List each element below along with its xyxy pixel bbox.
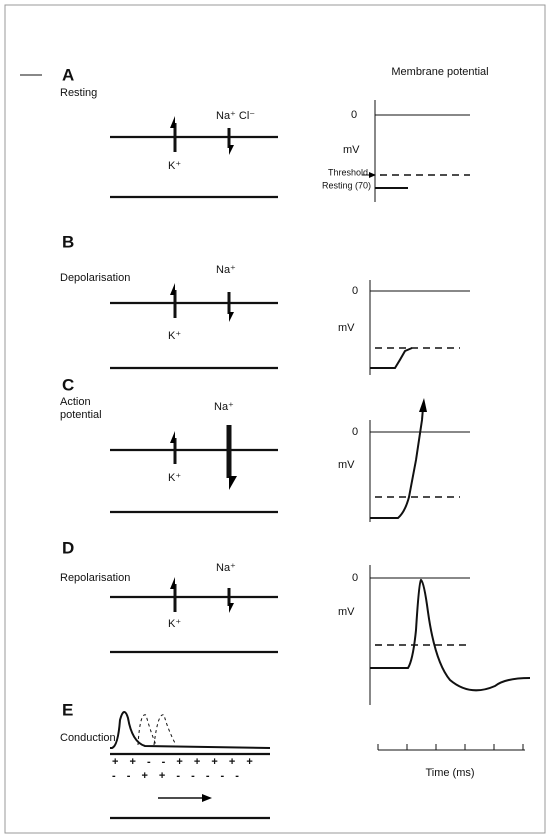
wave-next [153, 714, 177, 746]
ion-label: Na⁺ [216, 562, 236, 574]
time-label: Time (ms) [425, 767, 474, 779]
resting-label: Resting (70) [322, 180, 371, 190]
panel-label: Depolarisation [60, 272, 130, 284]
ion-label: Na⁺ [214, 401, 234, 413]
panel-letter: B [62, 232, 74, 251]
arrow-head [419, 398, 427, 412]
ion-label: Na⁺ [216, 264, 236, 276]
panel-b: B Depolarisation Na⁺ K⁺ 0 mV [60, 232, 470, 375]
ion-label: K⁺ [168, 160, 181, 172]
axis-label: mV [338, 322, 355, 334]
ion-label: K⁺ [168, 330, 181, 342]
ion-label: Na⁺ Cl⁻ [216, 110, 255, 122]
axis-label: 0 [352, 426, 358, 438]
axis-label: 0 [352, 285, 358, 297]
arrow-head [202, 794, 212, 802]
panel-label: potential [60, 409, 102, 421]
arrow-head [369, 172, 376, 178]
panel-label: Repolarisation [60, 572, 130, 584]
wave-next [137, 714, 157, 746]
axis-label: 0 [352, 572, 358, 584]
wave [110, 711, 271, 749]
panel-c: C Action potential Na⁺ K⁺ 0 mV [60, 375, 470, 522]
ion-label: K⁺ [168, 472, 181, 484]
arrow-head [229, 312, 234, 322]
trace [370, 578, 531, 692]
panel-letter: C [62, 375, 74, 394]
panel-d: D Repolarisation Na⁺ K⁺ 0 mV Time (ms) [60, 538, 531, 779]
axis-label: mV [343, 144, 360, 156]
charges: + + - - + + + + + [112, 756, 253, 768]
charges: - - + + - - - - - [112, 770, 239, 782]
graph-title: Membrane potential [391, 66, 488, 78]
axis-label: mV [338, 606, 355, 618]
trace [370, 407, 424, 519]
panel-letter: D [62, 538, 74, 557]
panel-label: Resting [60, 87, 97, 99]
frame [4, 4, 546, 834]
arrow-head [229, 476, 237, 490]
panel-label: Conduction [60, 732, 116, 744]
axis-label: 0 [351, 109, 357, 121]
arrow-head [170, 431, 175, 443]
panel-label: Action [60, 396, 91, 408]
arrow-head [170, 283, 175, 295]
ion-label: K⁺ [168, 618, 181, 630]
axis-label: mV [338, 459, 355, 471]
panel-e: E Conduction + + - - + + + + + - - + + -… [60, 700, 271, 820]
panel-letter: A [62, 65, 74, 84]
arrow-head [229, 145, 234, 155]
trace [370, 347, 413, 369]
panel-letter: E [62, 700, 73, 719]
arrow-head [170, 116, 175, 128]
arrow-head [229, 603, 234, 613]
panel-a: A Resting Na⁺ Cl⁻ K⁺ 0 mV Threshold Rest… [60, 65, 470, 202]
arrow-head [170, 577, 175, 589]
threshold-label: Threshold [328, 167, 368, 177]
